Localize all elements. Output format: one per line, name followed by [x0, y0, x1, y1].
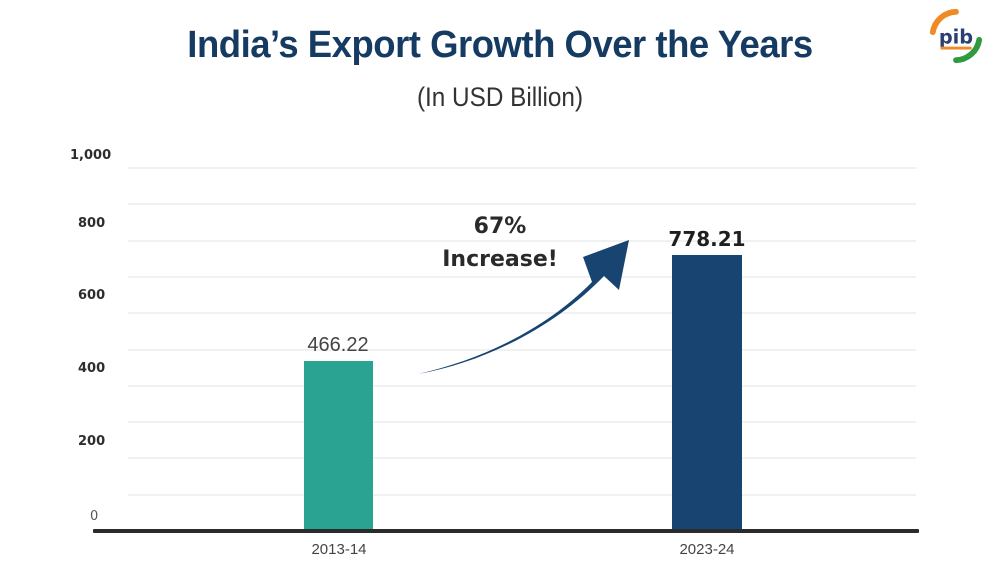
- chart-subtitle: (In USD Billion): [416, 82, 584, 112]
- y-tick-label: 600: [78, 288, 106, 303]
- gridline: [128, 349, 916, 351]
- gridline: [128, 312, 916, 314]
- gridline: [128, 203, 916, 205]
- bar-2023-24: [672, 255, 742, 530]
- gridline: [128, 167, 916, 169]
- x-tick-label: 2013-14: [311, 541, 367, 558]
- x-axis-baseline: [93, 529, 919, 533]
- bar-value-label: 466.22: [307, 334, 369, 356]
- pib-logo-icon: pib: [928, 8, 984, 64]
- y-tick-label: 200: [78, 434, 106, 449]
- bar-2013-14: [304, 361, 373, 530]
- gridline: [128, 457, 916, 459]
- gridline: [128, 494, 916, 496]
- chart-title: India’s Export Growth Over the Years: [187, 24, 813, 66]
- gridline: [128, 276, 916, 278]
- annotation-percent: 67%: [473, 214, 527, 239]
- y-tick-label: 800: [78, 216, 106, 231]
- y-tick-label: 400: [78, 361, 106, 376]
- y-tick-label: 0: [90, 509, 99, 524]
- y-tick-label: 1,000: [70, 148, 112, 163]
- bar-value-label: 778.21: [668, 227, 746, 251]
- gridline: [128, 385, 916, 387]
- gridline: [128, 240, 916, 242]
- x-tick-label: 2023-24: [679, 541, 735, 558]
- svg-text:pib: pib: [939, 26, 973, 49]
- gridline: [128, 421, 916, 423]
- annotation-text: Increase!: [442, 247, 558, 272]
